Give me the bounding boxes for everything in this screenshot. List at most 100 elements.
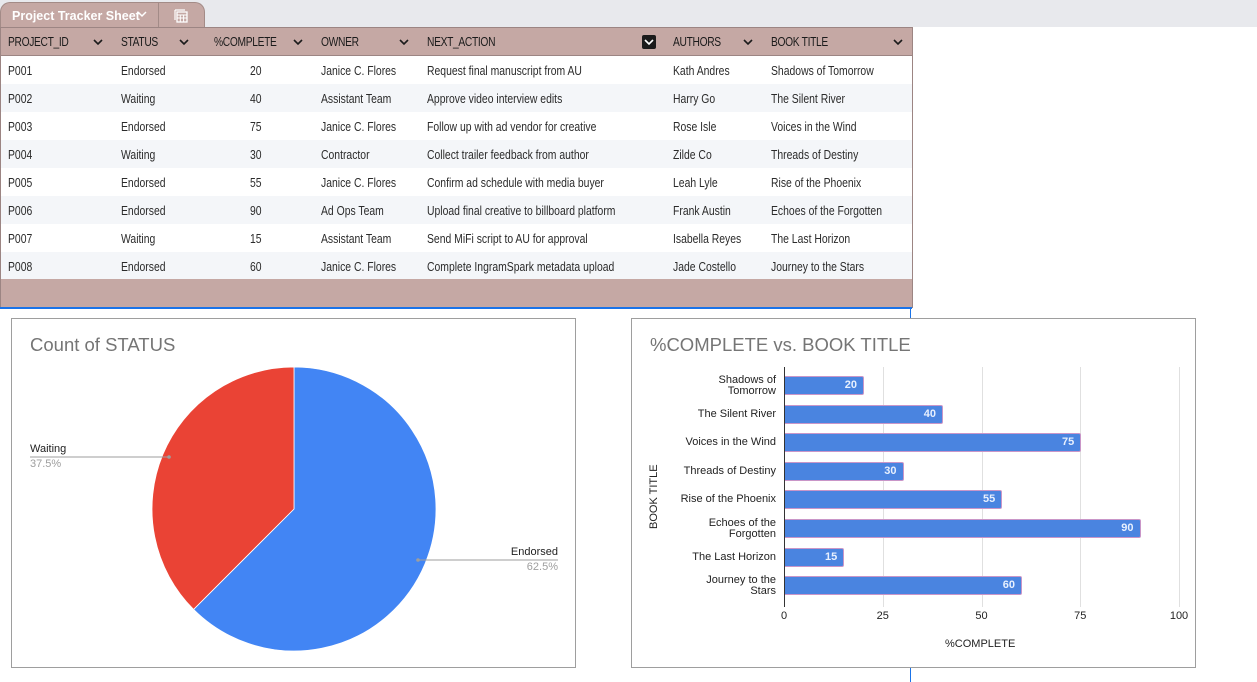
status-pie-chart[interactable]: Count of STATUS Waiting 37.5% Endorsed 6… <box>11 318 576 668</box>
cell-complete[interactable]: 90 <box>250 202 262 218</box>
cell-next-action[interactable]: Request final manuscript from AU <box>427 62 582 78</box>
cell-status[interactable]: Endorsed <box>121 174 166 190</box>
cell-next-action[interactable]: Follow up with ad vendor for creative <box>427 118 597 134</box>
pie-slice-endorsed[interactable] <box>193 366 437 652</box>
bar[interactable]: 55 <box>785 490 1003 510</box>
cell-authors[interactable]: Zilde Co <box>673 146 712 162</box>
cell-owner[interactable]: Janice C. Flores <box>321 174 397 190</box>
cell-authors[interactable]: Harry Go <box>673 90 716 106</box>
filter-chevron-icon[interactable] <box>891 35 905 49</box>
filter-chevron-icon[interactable] <box>397 35 411 49</box>
y-category-label-line: Rise of the Phoenix <box>680 493 776 506</box>
cell-complete[interactable]: 55 <box>250 174 262 190</box>
cell-authors[interactable]: Frank Austin <box>673 202 731 218</box>
cell-book-title[interactable]: Threads of Destiny <box>771 146 859 162</box>
table-row[interactable]: P007 Waiting 15 Assistant Team Send MiFi scr… <box>1 224 912 252</box>
filter-chevron-icon[interactable] <box>642 35 656 49</box>
complete-bar-chart[interactable]: %COMPLETE vs. BOOK TITLE BOOK TITLE %COM… <box>631 318 1196 668</box>
chevron-down-icon[interactable] <box>126 10 158 21</box>
filter-chevron-icon[interactable] <box>177 35 191 49</box>
cell-authors[interactable]: Kath Andres <box>673 62 730 78</box>
filter-chevron-icon[interactable] <box>741 35 755 49</box>
table-row[interactable]: P001 Endorsed 20 Janice C. Flores Request fi… <box>1 56 912 84</box>
table-view-icon[interactable] <box>159 8 204 23</box>
cell-status[interactable]: Waiting <box>121 90 156 106</box>
column-header-authors[interactable]: AUTHORS <box>673 35 721 49</box>
cell-project-id[interactable]: P003 <box>8 118 33 134</box>
sheet-tab[interactable]: Project Tracker Sheet <box>0 2 205 29</box>
cell-complete[interactable]: 30 <box>250 146 262 162</box>
cell-status[interactable]: Endorsed <box>121 62 166 78</box>
filter-chevron-icon[interactable] <box>91 35 105 49</box>
cell-book-title[interactable]: Shadows of Tomorrow <box>771 62 874 78</box>
column-header-status[interactable]: STATUS <box>121 35 158 49</box>
cell-project-id[interactable]: P004 <box>8 146 33 162</box>
cell-next-action[interactable]: Complete IngramSpark metadata upload <box>427 258 615 274</box>
cell-project-id[interactable]: P005 <box>8 174 33 190</box>
cell-authors[interactable]: Jade Costello <box>673 258 737 274</box>
cell-status[interactable]: Endorsed <box>121 258 166 274</box>
column-header-owner[interactable]: OWNER <box>321 35 359 49</box>
cell-next-action[interactable]: Send MiFi script to AU for approval <box>427 230 588 246</box>
cell-status[interactable]: Waiting <box>121 230 156 246</box>
cell-status[interactable]: Endorsed <box>121 118 166 134</box>
cell-complete[interactable]: 60 <box>250 258 262 274</box>
column-header-book-title[interactable]: BOOK TITLE <box>771 35 828 49</box>
cell-book-title[interactable]: Rise of the Phoenix <box>771 174 862 190</box>
cell-authors[interactable]: Isabella Reyes <box>673 230 742 246</box>
cell-project-id[interactable]: P008 <box>8 258 33 274</box>
cell-next-action[interactable]: Collect trailer feedback from author <box>427 146 589 162</box>
bar[interactable]: 15 <box>785 547 845 567</box>
cell-owner[interactable]: Contractor <box>321 146 370 162</box>
gridline <box>981 367 983 607</box>
cell-complete[interactable]: 75 <box>250 118 262 134</box>
cell-authors[interactable]: Leah Lyle <box>673 174 718 190</box>
table-row[interactable]: P005 Endorsed 55 Janice C. Flores Confirm ad… <box>1 168 912 196</box>
bar-value-label: 60 <box>1002 579 1015 592</box>
bar[interactable]: 20 <box>785 376 864 395</box>
cell-owner[interactable]: Janice C. Flores <box>321 62 397 78</box>
cell-book-title[interactable]: Voices in the Wind <box>771 118 857 134</box>
cell-complete[interactable]: 40 <box>250 90 262 106</box>
cell-owner[interactable]: Assistant Team <box>321 230 392 246</box>
table-row[interactable]: P008 Endorsed 60 Janice C. Flores Complete I… <box>1 252 912 280</box>
sheet-tab-label[interactable]: Project Tracker Sheet <box>12 8 140 23</box>
table-row[interactable]: P004 Waiting 30 Contractor Collect trailer f… <box>1 140 912 168</box>
y-category-label: Threads of Destiny <box>684 465 776 477</box>
cell-owner[interactable]: Janice C. Flores <box>321 258 397 274</box>
filter-chevron-icon[interactable] <box>291 35 305 49</box>
cell-book-title[interactable]: Echoes of the Forgotten <box>771 202 883 218</box>
cell-project-id[interactable]: P002 <box>8 90 33 106</box>
cell-status[interactable]: Waiting <box>121 146 156 162</box>
cell-status[interactable]: Endorsed <box>121 202 166 218</box>
cell-book-title[interactable]: The Silent River <box>771 90 845 106</box>
cell-project-id[interactable]: P001 <box>8 62 33 78</box>
bar[interactable]: 40 <box>785 404 943 424</box>
cell-project-id[interactable]: P006 <box>8 202 33 218</box>
column-header-complete[interactable]: %COMPLETE <box>214 35 277 49</box>
column-header-next-action[interactable]: NEXT_ACTION <box>427 35 496 49</box>
bar[interactable]: 90 <box>785 519 1141 538</box>
cell-authors[interactable]: Rose Isle <box>673 118 717 134</box>
cell-next-action[interactable]: Confirm ad schedule with media buyer <box>427 174 604 190</box>
cell-owner[interactable]: Janice C. Flores <box>321 118 397 134</box>
pie-slice-waiting[interactable] <box>151 366 295 610</box>
table-row[interactable]: P003 Endorsed 75 Janice C. Flores Follow up … <box>1 112 912 140</box>
cell-owner[interactable]: Ad Ops Team <box>321 202 384 218</box>
table-row[interactable]: P006 Endorsed 90 Ad Ops Team Upload final cr… <box>1 196 912 224</box>
cell-book-title[interactable]: Journey to the Stars <box>771 258 865 274</box>
cell-owner[interactable]: Assistant Team <box>321 90 392 106</box>
sheet-tab-bar <box>0 0 1257 27</box>
cell-book-title[interactable]: The Last Horizon <box>771 230 851 246</box>
cell-project-id[interactable]: P007 <box>8 230 33 246</box>
bar[interactable]: 75 <box>785 433 1082 453</box>
y-category-label-line: Forgotten <box>728 527 776 540</box>
cell-complete[interactable]: 15 <box>250 230 262 246</box>
table-row[interactable]: P002 Waiting 40 Assistant Team Approve video… <box>1 84 912 112</box>
cell-complete[interactable]: 20 <box>250 62 262 78</box>
column-header-project-id[interactable]: PROJECT_ID <box>8 35 69 49</box>
cell-next-action[interactable]: Approve video interview edits <box>427 90 563 106</box>
cell-next-action[interactable]: Upload final creative to billboard platf… <box>427 202 616 218</box>
bar[interactable]: 30 <box>785 461 904 481</box>
bar[interactable]: 60 <box>785 576 1022 596</box>
